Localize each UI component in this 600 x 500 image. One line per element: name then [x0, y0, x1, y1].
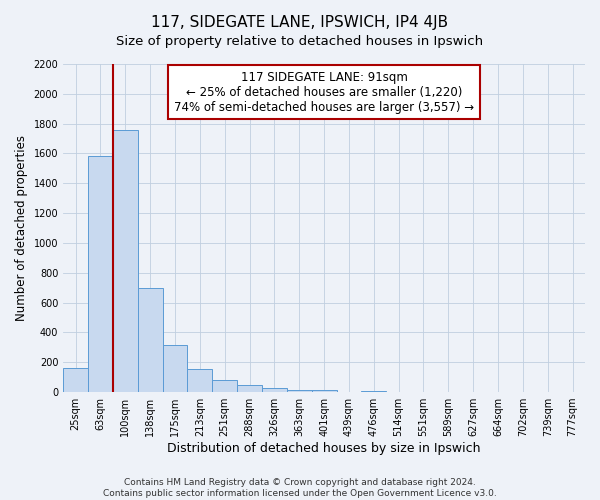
Bar [88, 156, 113, 392]
Text: Contains HM Land Registry data © Crown copyright and database right 2024.
Contai: Contains HM Land Registry data © Crown c… [103, 478, 497, 498]
Text: 117, SIDEGATE LANE, IPSWICH, IP4 4JB: 117, SIDEGATE LANE, IPSWICH, IP4 4JB [151, 15, 449, 30]
Bar [138, 288, 163, 392]
X-axis label: Distribution of detached houses by size in Ipswich: Distribution of detached houses by size … [167, 442, 481, 455]
Bar [262, 388, 287, 392]
Bar [113, 130, 138, 392]
Bar [287, 390, 311, 392]
Bar [187, 369, 212, 392]
Bar [311, 390, 337, 392]
Text: 117 SIDEGATE LANE: 91sqm
← 25% of detached houses are smaller (1,220)
74% of sem: 117 SIDEGATE LANE: 91sqm ← 25% of detach… [174, 70, 474, 114]
Bar [212, 380, 237, 392]
Bar [361, 390, 386, 392]
Y-axis label: Number of detached properties: Number of detached properties [15, 135, 28, 321]
Bar [163, 345, 187, 392]
Bar [63, 368, 88, 392]
Bar [237, 384, 262, 392]
Text: Size of property relative to detached houses in Ipswich: Size of property relative to detached ho… [116, 35, 484, 48]
